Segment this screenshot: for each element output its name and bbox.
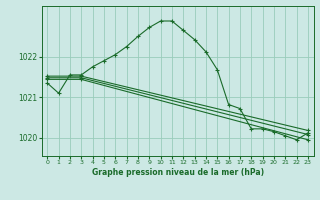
X-axis label: Graphe pression niveau de la mer (hPa): Graphe pression niveau de la mer (hPa) [92,168,264,177]
